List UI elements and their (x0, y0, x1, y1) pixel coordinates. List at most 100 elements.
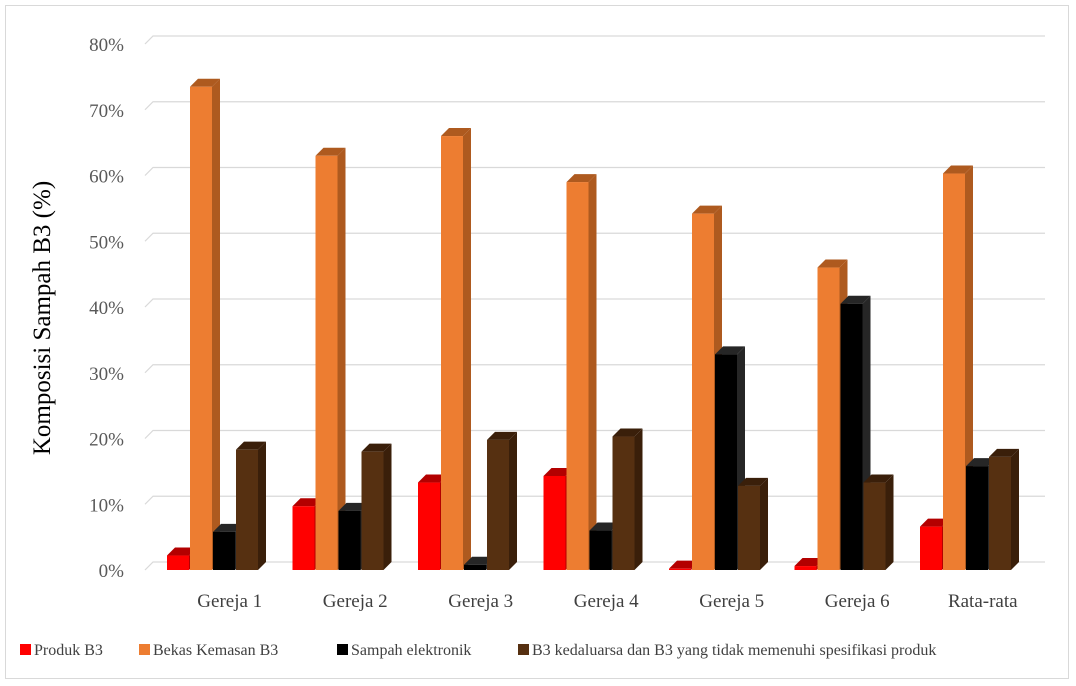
bar-front (213, 531, 235, 570)
bar-top (190, 78, 220, 87)
y-tick-label: 0% (99, 561, 125, 582)
bar-top (361, 443, 392, 452)
bar-front (943, 173, 965, 570)
y-tick-label: 20% (89, 430, 124, 451)
bar-side (463, 128, 471, 571)
y-tick-label: 30% (89, 364, 124, 385)
grid-line (144, 364, 1045, 374)
bar-top (840, 295, 871, 304)
legend-label: B3 kedaluarsa dan B3 yang tidak memenuhi… (532, 642, 936, 659)
bar-front (167, 555, 189, 570)
chart-frame (5, 5, 1069, 679)
x-category-label: Gereja 3 (448, 591, 513, 612)
y-tick-label: 10% (89, 495, 124, 516)
bar-front (863, 482, 886, 570)
bar-front (669, 568, 691, 570)
bar-front (920, 526, 942, 570)
bar (487, 431, 517, 570)
bar-front (566, 182, 589, 570)
bar-top (966, 458, 996, 467)
bar-top (669, 560, 699, 569)
bar-side (1011, 448, 1019, 570)
bar-top (794, 558, 825, 567)
bar-front (692, 213, 714, 570)
bar (566, 174, 597, 570)
bar-front (543, 475, 566, 570)
bar-front (464, 564, 486, 570)
bar (989, 448, 1019, 570)
y-tick-label: 40% (89, 298, 124, 319)
bar-front (418, 482, 440, 570)
grid-line (144, 35, 1045, 45)
legend-swatch (139, 644, 150, 655)
bar-front (966, 466, 988, 570)
bar-front (487, 439, 509, 570)
bar-top (989, 448, 1019, 457)
bar-side (258, 441, 266, 570)
bar (361, 443, 392, 570)
bar-front (612, 436, 635, 570)
bar-top (943, 165, 973, 174)
legend: Produk B3 Bekas Kemasan B3 Sampah elektron… (20, 642, 936, 659)
bar (315, 147, 346, 570)
bar-front (817, 267, 840, 570)
bar-top (863, 474, 894, 483)
bar-top (167, 547, 197, 556)
x-category-label: Gereja 6 (825, 591, 890, 612)
bar-top (715, 346, 745, 355)
bar-side (212, 78, 220, 571)
legend-item: Bekas Kemasan B3 (139, 642, 278, 659)
bar-top (464, 556, 494, 565)
y-tick-label: 70% (89, 101, 124, 122)
bar-front (715, 354, 737, 570)
bar-top (213, 523, 243, 532)
bars (167, 78, 1019, 571)
bar-front (292, 506, 315, 570)
bar-top (292, 498, 323, 507)
bar-front (589, 530, 612, 570)
y-tick-label: 60% (89, 167, 124, 188)
x-category-label: Gereja 1 (197, 591, 262, 612)
legend-swatch (337, 644, 348, 655)
bar-top (612, 428, 643, 437)
bar-front (361, 451, 384, 570)
bar-side (760, 477, 768, 570)
bar-top (692, 205, 722, 214)
grid-line (144, 101, 1045, 111)
bar-top (543, 467, 574, 476)
bar-front (441, 136, 463, 571)
bar (863, 474, 894, 570)
bar-top (441, 128, 471, 137)
bar-front (738, 485, 760, 570)
bar-top (315, 147, 346, 156)
bar-side (885, 474, 894, 570)
bar-side (509, 431, 517, 570)
legend-label: Bekas Kemasan B3 (153, 642, 278, 659)
bar-side (337, 147, 346, 570)
y-tick-label: 80% (89, 35, 124, 56)
legend-swatch (518, 644, 529, 655)
bar-top (589, 522, 620, 531)
grid-line (144, 166, 1045, 176)
legend-label: Sampah elektronik (351, 642, 471, 659)
bar-front (840, 303, 863, 570)
bar-side (588, 174, 597, 570)
bar-front (989, 456, 1011, 570)
y-tick-label: 50% (89, 232, 124, 253)
y-axis-title: Komposisi Sampah B3 (%) (29, 181, 56, 455)
bar (236, 441, 266, 570)
bar-front (236, 449, 258, 570)
x-category-label: Gereja 4 (574, 591, 639, 612)
grid-line (144, 429, 1045, 439)
bar-front (794, 566, 817, 570)
bar-top (566, 174, 597, 183)
grid-line (144, 298, 1045, 308)
bar-side (634, 428, 643, 570)
bar (190, 78, 220, 571)
legend-item: Produk B3 (20, 642, 103, 659)
grid-line (144, 232, 1045, 242)
bar-top (738, 477, 768, 486)
bar-side (383, 443, 392, 570)
bar-top (236, 441, 266, 450)
